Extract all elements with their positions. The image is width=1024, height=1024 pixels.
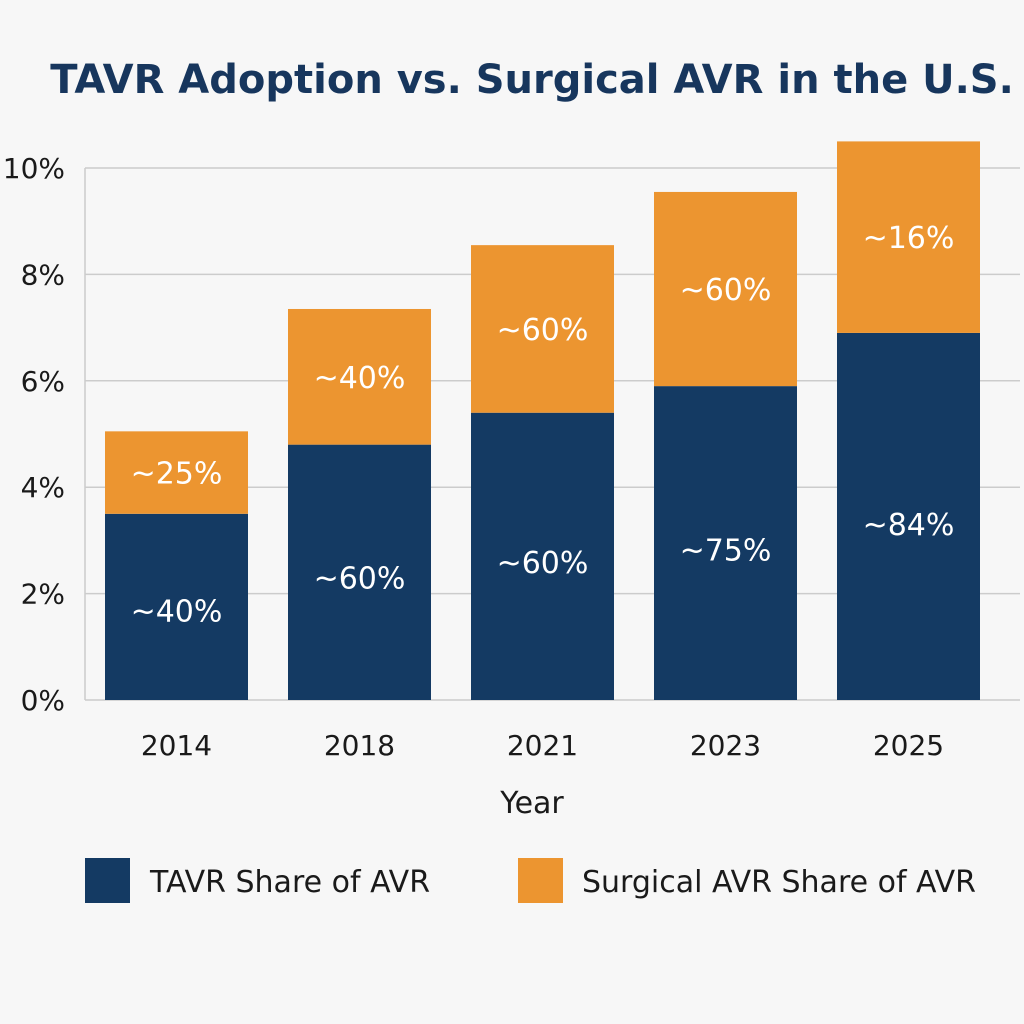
x-tick-label: 2014: [141, 729, 212, 762]
bar-segment-surgical-2025: [837, 141, 980, 333]
bar-data-label: ~60%: [497, 546, 589, 581]
bar-segment-tavr-2021: [471, 412, 614, 700]
legend-label: Surgical AVR Share of AVR: [582, 865, 976, 900]
bar-data-label: ~40%: [314, 361, 406, 396]
y-axis-ticks: 0% 2% 4% 6% 8% 10%: [3, 152, 65, 717]
bar-segment-tavr-2023: [654, 386, 797, 700]
bar-segment-surgical-2014: [105, 431, 248, 514]
bar-segment-tavr-2014: [105, 513, 248, 700]
bar-data-label: ~60%: [497, 313, 589, 348]
bars: ~40% ~25% ~60% ~40% ~60% ~60% ~75% ~60% ~84% ~16%: [105, 141, 980, 700]
bar-data-label: ~16%: [863, 221, 955, 256]
y-tick-label: 2%: [21, 578, 65, 611]
y-tick-label: 8%: [21, 258, 65, 291]
x-tick-label: 2018: [324, 729, 395, 762]
y-tick-label: 0%: [21, 684, 65, 717]
legend-label: TAVR Share of AVR: [149, 865, 430, 900]
legend-swatch: [85, 858, 130, 903]
x-tick-label: 2025: [873, 729, 944, 762]
x-axis-ticks: 2014 2018 2021 2023 2025: [141, 729, 944, 762]
bar-data-label: ~84%: [863, 508, 955, 543]
bar-data-label: ~75%: [680, 533, 772, 568]
bar-segment-surgical-2023: [654, 191, 797, 387]
bar-data-label: ~40%: [131, 595, 223, 630]
legend: TAVR Share of AVR Surgical AVR Share of A…: [85, 858, 976, 903]
bar-segment-surgical-2021: [471, 245, 614, 413]
y-tick-label: 10%: [3, 152, 65, 185]
x-axis-label: Year: [499, 786, 564, 821]
y-tick-label: 6%: [21, 365, 65, 398]
chart-title: TAVR Adoption vs. Surgical AVR in the U.…: [50, 57, 1014, 103]
legend-swatch: [518, 858, 563, 903]
bar-data-label: ~25%: [131, 457, 223, 492]
bar-segment-tavr-2018: [288, 444, 431, 700]
bar-data-label: ~60%: [314, 561, 406, 596]
x-tick-label: 2021: [507, 729, 578, 762]
bar-data-label: ~60%: [680, 273, 772, 308]
bar-segment-surgical-2018: [288, 308, 431, 445]
bar-segment-tavr-2025: [837, 332, 980, 700]
y-tick-label: 4%: [21, 471, 65, 504]
x-tick-label: 2023: [690, 729, 761, 762]
